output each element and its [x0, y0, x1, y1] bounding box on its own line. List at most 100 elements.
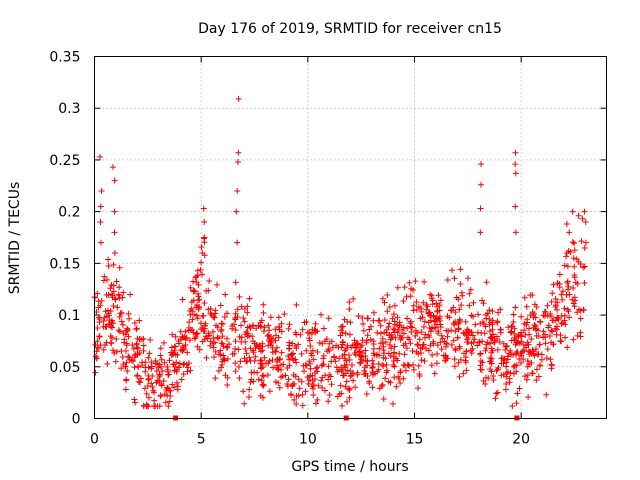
data-point: [105, 256, 112, 263]
data-point: [105, 310, 112, 317]
data-point: [403, 293, 410, 300]
data-point: [375, 317, 382, 324]
data-point: [376, 345, 383, 352]
data-point: [544, 312, 551, 319]
data-point: [275, 314, 282, 321]
data-point: [552, 302, 559, 309]
data-point: [406, 362, 413, 369]
data-point: [581, 208, 588, 215]
data-point: [416, 336, 423, 343]
data-point: [315, 382, 322, 389]
data-point: [512, 203, 519, 210]
data-point: [462, 354, 469, 361]
data-point: [313, 365, 320, 372]
data-point: [358, 354, 365, 361]
data-point: [531, 321, 538, 328]
data-point: [397, 369, 404, 376]
data-point: [554, 306, 561, 313]
data-point: [498, 372, 505, 379]
data-point: [260, 381, 267, 388]
data-point: [419, 344, 426, 351]
data-point: [97, 153, 104, 160]
data-point: [384, 367, 391, 374]
data-point: [123, 377, 130, 384]
data-point: [135, 378, 142, 385]
data-point: [426, 334, 433, 341]
data-point: [150, 387, 157, 394]
data-point: [110, 282, 117, 289]
data-point: [396, 375, 403, 382]
data-point: [516, 385, 523, 392]
data-point: [309, 326, 316, 333]
data-point: [569, 239, 576, 246]
data-point: [364, 362, 371, 369]
data-point: [175, 364, 182, 371]
data-point: [118, 309, 125, 316]
data-point: [194, 267, 201, 274]
data-point: [426, 325, 433, 332]
data-point: [275, 323, 282, 330]
data-point: [358, 342, 365, 349]
data-point: [299, 326, 306, 333]
data-point: [550, 281, 557, 288]
data-point: [136, 317, 143, 324]
data-point: [344, 367, 351, 374]
data-point: [199, 324, 206, 331]
data-point: [192, 274, 199, 281]
data-point: [164, 368, 171, 375]
data-point: [122, 386, 129, 393]
data-point: [452, 309, 459, 316]
data-point: [234, 314, 241, 321]
data-point: [98, 187, 105, 194]
data-point: [314, 396, 321, 403]
data-point: [508, 351, 515, 358]
data-point: [123, 342, 130, 349]
data-point: [284, 383, 291, 390]
y-tick-label: 0.2: [58, 205, 80, 221]
data-point: [391, 318, 398, 325]
data-point: [489, 321, 496, 328]
data-point: [499, 355, 506, 362]
data-point: [342, 330, 349, 337]
data-point: [460, 370, 467, 377]
data-point: [278, 320, 285, 327]
data-point: [404, 315, 411, 322]
data-point: [536, 341, 543, 348]
data-point: [264, 372, 271, 379]
data-point: [429, 351, 436, 358]
data-point: [210, 354, 217, 361]
data-point: [171, 367, 178, 374]
data-point: [420, 299, 427, 306]
data-point: [582, 218, 589, 225]
data-point: [195, 304, 202, 311]
data-point: [107, 285, 114, 292]
data-point: [380, 354, 387, 361]
data-point: [404, 334, 411, 341]
data-point: [340, 339, 347, 346]
data-point: [370, 338, 377, 345]
data-point: [427, 309, 434, 316]
data-point: [310, 356, 317, 363]
data-point: [257, 323, 264, 330]
data-point: [534, 351, 541, 358]
data-point: [508, 329, 515, 336]
data-point: [199, 271, 206, 278]
data-point: [376, 318, 383, 325]
data-point: [409, 348, 416, 355]
data-point: [224, 382, 231, 389]
data-point: [259, 372, 266, 379]
data-point: [497, 306, 504, 313]
x-tick-label: 15: [406, 432, 424, 448]
data-point: [246, 386, 253, 393]
data-point: [244, 330, 251, 337]
data-point: [307, 360, 314, 367]
data-point: [488, 349, 495, 356]
data-point: [370, 309, 377, 316]
data-point: [210, 335, 217, 342]
data-point: [232, 310, 239, 317]
data-point: [371, 370, 378, 377]
data-point: [104, 276, 111, 283]
data-point: [309, 347, 316, 354]
data-point: [125, 310, 132, 317]
data-point: [116, 284, 123, 291]
